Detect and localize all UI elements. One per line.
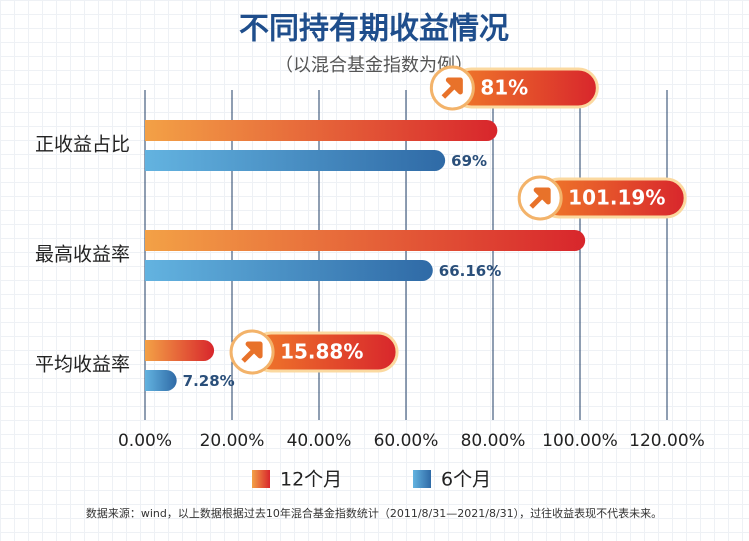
value-label: 7.28% bbox=[183, 372, 235, 390]
value-label: 81% bbox=[480, 76, 528, 100]
badge-arrow bbox=[241, 341, 263, 363]
bar bbox=[145, 340, 215, 361]
value-label: 15.88% bbox=[280, 340, 363, 364]
y-tick-label: 正收益占比 bbox=[35, 134, 130, 156]
chart-subtitle: （以混合基金指数为例） bbox=[275, 55, 473, 76]
x-tick-label: 100.00% bbox=[542, 431, 618, 451]
y-tick-label: 平均收益率 bbox=[35, 354, 130, 376]
x-tick-label: 120.00% bbox=[629, 431, 705, 451]
value-label: 101.19% bbox=[568, 186, 665, 210]
x-tick-label: 60.00% bbox=[374, 431, 439, 451]
footnote: 数据来源：wind，以上数据根据过去10年混合基金指数统计（2011/8/31—… bbox=[86, 506, 662, 520]
value-label: 66.16% bbox=[439, 262, 501, 280]
bar bbox=[145, 230, 586, 251]
x-tick-label: 20.00% bbox=[200, 431, 265, 451]
x-tick-label: 80.00% bbox=[461, 431, 526, 451]
bar bbox=[145, 370, 177, 391]
value-badge: 81% bbox=[429, 65, 599, 111]
badge-arrow bbox=[441, 77, 463, 99]
bar bbox=[145, 120, 498, 141]
value-label: 69% bbox=[451, 152, 487, 170]
y-tick-label: 最高收益率 bbox=[35, 244, 130, 266]
legend-swatch bbox=[413, 470, 431, 488]
value-badge: 15.88% bbox=[229, 329, 399, 375]
x-tick-label: 40.00% bbox=[287, 431, 352, 451]
bar bbox=[145, 150, 446, 171]
badge-arrow bbox=[529, 187, 551, 209]
legend-label: 6个月 bbox=[441, 469, 491, 491]
x-tick-label: 0.00% bbox=[118, 431, 172, 451]
legend-label: 12个月 bbox=[280, 469, 342, 491]
value-badge: 101.19% bbox=[517, 175, 687, 221]
chart-title: 不同持有期收益情况 bbox=[239, 12, 509, 47]
bar bbox=[145, 260, 433, 281]
legend-swatch bbox=[252, 470, 270, 488]
